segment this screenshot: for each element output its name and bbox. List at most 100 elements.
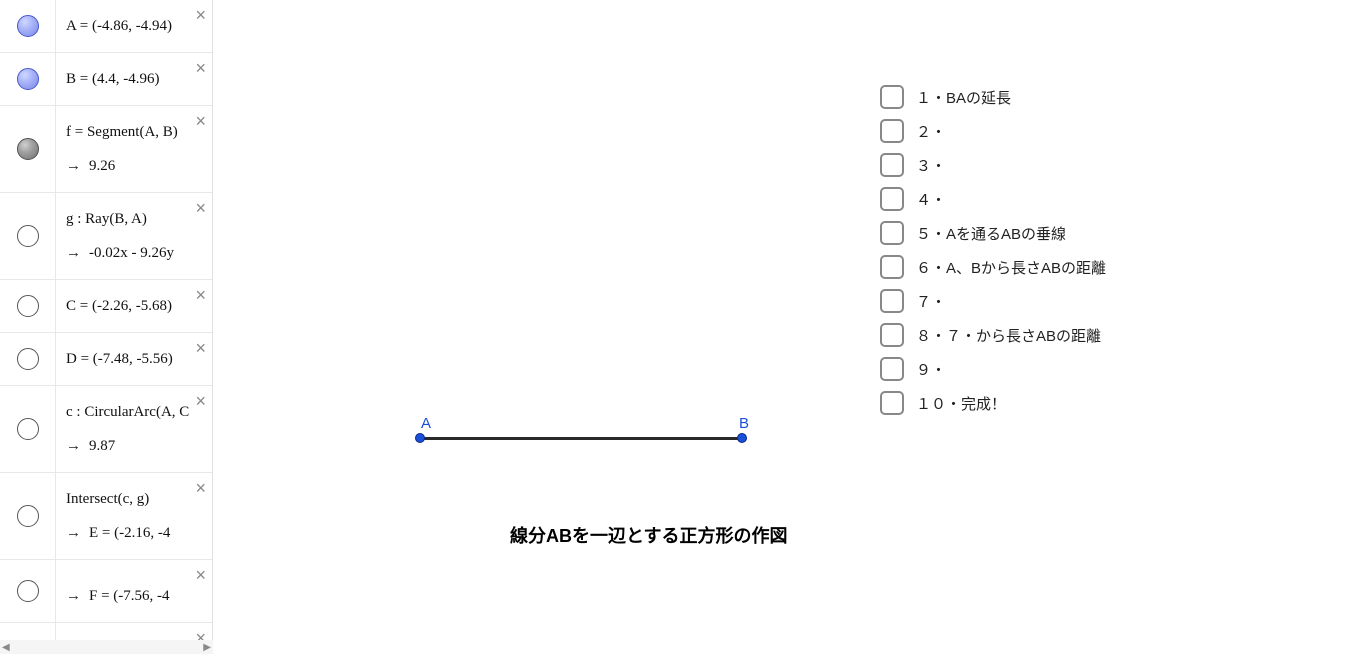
visibility-toggle[interactable]	[0, 193, 56, 279]
step-label: ９・	[916, 359, 946, 380]
checklist-row: ３・	[880, 148, 1106, 182]
algebra-row[interactable]: →F = (-7.56, -4×	[0, 560, 212, 623]
delete-icon[interactable]: ×	[195, 392, 206, 410]
marble-icon	[17, 68, 39, 90]
checklist-row: ９・	[880, 352, 1106, 386]
step-label: ４・	[916, 189, 946, 210]
checklist-row: ４・	[880, 182, 1106, 216]
label-A: A	[421, 415, 431, 432]
definition-text: B = (4.4, -4.96)	[66, 71, 159, 87]
object-definition[interactable]: C = (-2.26, -5.68)	[56, 280, 212, 332]
point-B[interactable]	[737, 433, 747, 443]
delete-icon[interactable]: ×	[195, 339, 206, 357]
visibility-toggle[interactable]	[0, 333, 56, 385]
visibility-toggle[interactable]	[0, 106, 56, 192]
definition-text: g : Ray(B, A)	[66, 211, 147, 227]
object-definition[interactable]: f = Segment(A, B) →9.26	[56, 106, 212, 192]
step-checkbox[interactable]	[880, 357, 904, 381]
graphics-view[interactable]: A B 線分ABを一辺とする正方形の作図 １・BAの延長 ２・ ３・ ４・ ５・Aを通る…	[213, 0, 1360, 654]
definition-text: C = (-2.26, -5.68)	[66, 298, 172, 314]
checklist-row: ６・A、Bから長さABの距離	[880, 250, 1106, 284]
object-definition[interactable]: c : CircularArc(A, C →9.87	[56, 386, 212, 472]
algebra-panel[interactable]: A = (-4.86, -4.94)×B = (4.4, -4.96)×f = …	[0, 0, 213, 654]
arrow-icon: →	[66, 587, 89, 604]
circle-outline-icon	[17, 348, 39, 370]
object-definition[interactable]: g : Ray(B, A) →-0.02x - 9.26y	[56, 193, 212, 279]
checklist-row: １０・完成！	[880, 386, 1106, 420]
step-checkbox[interactable]	[880, 153, 904, 177]
checklist-row: ７・	[880, 284, 1106, 318]
arrow-icon: →	[66, 157, 89, 174]
circle-outline-icon	[17, 580, 39, 602]
algebra-row[interactable]: C = (-2.26, -5.68) ×	[0, 280, 212, 333]
visibility-toggle[interactable]	[0, 560, 56, 622]
step-checkbox[interactable]	[880, 391, 904, 415]
step-checkbox[interactable]	[880, 119, 904, 143]
visibility-toggle[interactable]	[0, 0, 56, 52]
marble-icon	[17, 138, 39, 160]
object-definition[interactable]: Intersect(c, g) →E = (-2.16, -4	[56, 473, 212, 559]
definition-value: →E = (-2.16, -4	[66, 521, 204, 545]
construction-title: 線分ABを一辺とする正方形の作図	[510, 522, 787, 548]
circle-outline-icon	[17, 295, 39, 317]
hscroll-indicator[interactable]: ◀▶	[0, 640, 213, 654]
visibility-toggle[interactable]	[0, 386, 56, 472]
step-checkbox[interactable]	[880, 85, 904, 109]
definition-text: A = (-4.86, -4.94)	[66, 18, 172, 34]
circle-outline-icon	[17, 418, 39, 440]
visibility-toggle[interactable]	[0, 473, 56, 559]
delete-icon[interactable]: ×	[195, 286, 206, 304]
arrow-icon: →	[66, 437, 89, 454]
visibility-toggle[interactable]	[0, 280, 56, 332]
delete-icon[interactable]: ×	[195, 59, 206, 77]
object-definition[interactable]: →F = (-7.56, -4	[56, 560, 212, 622]
definition-value: →9.87	[66, 434, 204, 458]
algebra-row[interactable]: B = (4.4, -4.96) ×	[0, 53, 212, 106]
algebra-row[interactable]: Intersect(c, g) →E = (-2.16, -4 ×	[0, 473, 212, 560]
object-definition[interactable]: B = (4.4, -4.96)	[56, 53, 212, 105]
circle-outline-icon	[17, 225, 39, 247]
step-label: ７・	[916, 291, 946, 312]
definition-value: →-0.02x - 9.26y	[66, 241, 204, 265]
definition-text: D = (-7.48, -5.56)	[66, 351, 173, 367]
definition-value: →9.26	[66, 154, 204, 178]
checklist-row: ２・	[880, 114, 1106, 148]
object-definition[interactable]: D = (-7.48, -5.56)	[56, 333, 212, 385]
visibility-toggle[interactable]	[0, 53, 56, 105]
delete-icon[interactable]: ×	[195, 566, 206, 584]
circle-outline-icon	[17, 505, 39, 527]
segment-f[interactable]	[420, 437, 742, 440]
step-label: ８・７・から長さABの距離	[916, 325, 1101, 346]
step-checkbox[interactable]	[880, 323, 904, 347]
algebra-row[interactable]: f = Segment(A, B) →9.26 ×	[0, 106, 212, 193]
algebra-row[interactable]: g : Ray(B, A) →-0.02x - 9.26y ×	[0, 193, 212, 280]
definition-text: c : CircularArc(A, C	[66, 404, 189, 420]
step-label: ３・	[916, 155, 946, 176]
step-checkbox[interactable]	[880, 221, 904, 245]
checklist-row: ５・Aを通るABの垂線	[880, 216, 1106, 250]
step-label: １・BAの延長	[916, 87, 1011, 108]
algebra-row[interactable]: A = (-4.86, -4.94) ×	[0, 0, 212, 53]
definition-text: Intersect(c, g)	[66, 491, 149, 507]
object-definition[interactable]: A = (-4.86, -4.94)	[56, 0, 212, 52]
step-checkbox[interactable]	[880, 187, 904, 211]
delete-icon[interactable]: ×	[195, 199, 206, 217]
point-A[interactable]	[415, 433, 425, 443]
delete-icon[interactable]: ×	[195, 112, 206, 130]
delete-icon[interactable]: ×	[195, 479, 206, 497]
step-checkbox[interactable]	[880, 255, 904, 279]
marble-icon	[17, 15, 39, 37]
step-label: ２・	[916, 121, 946, 142]
checklist-row: ８・７・から長さABの距離	[880, 318, 1106, 352]
label-B: B	[739, 415, 749, 432]
step-checkbox[interactable]	[880, 289, 904, 313]
delete-icon[interactable]: ×	[195, 6, 206, 24]
step-label: ５・Aを通るABの垂線	[916, 223, 1066, 244]
arrow-icon: →	[66, 244, 89, 261]
algebra-row[interactable]: D = (-7.48, -5.56) ×	[0, 333, 212, 386]
algebra-row[interactable]: c : CircularArc(A, C →9.87 ×	[0, 386, 212, 473]
definition-text: f = Segment(A, B)	[66, 124, 178, 140]
checklist-row: １・BAの延長	[880, 80, 1106, 114]
step-checklist: １・BAの延長 ２・ ３・ ４・ ５・Aを通るABの垂線 ６・A、Bから長さABの距離 ７・…	[880, 80, 1106, 420]
arrow-icon: →	[66, 524, 89, 541]
